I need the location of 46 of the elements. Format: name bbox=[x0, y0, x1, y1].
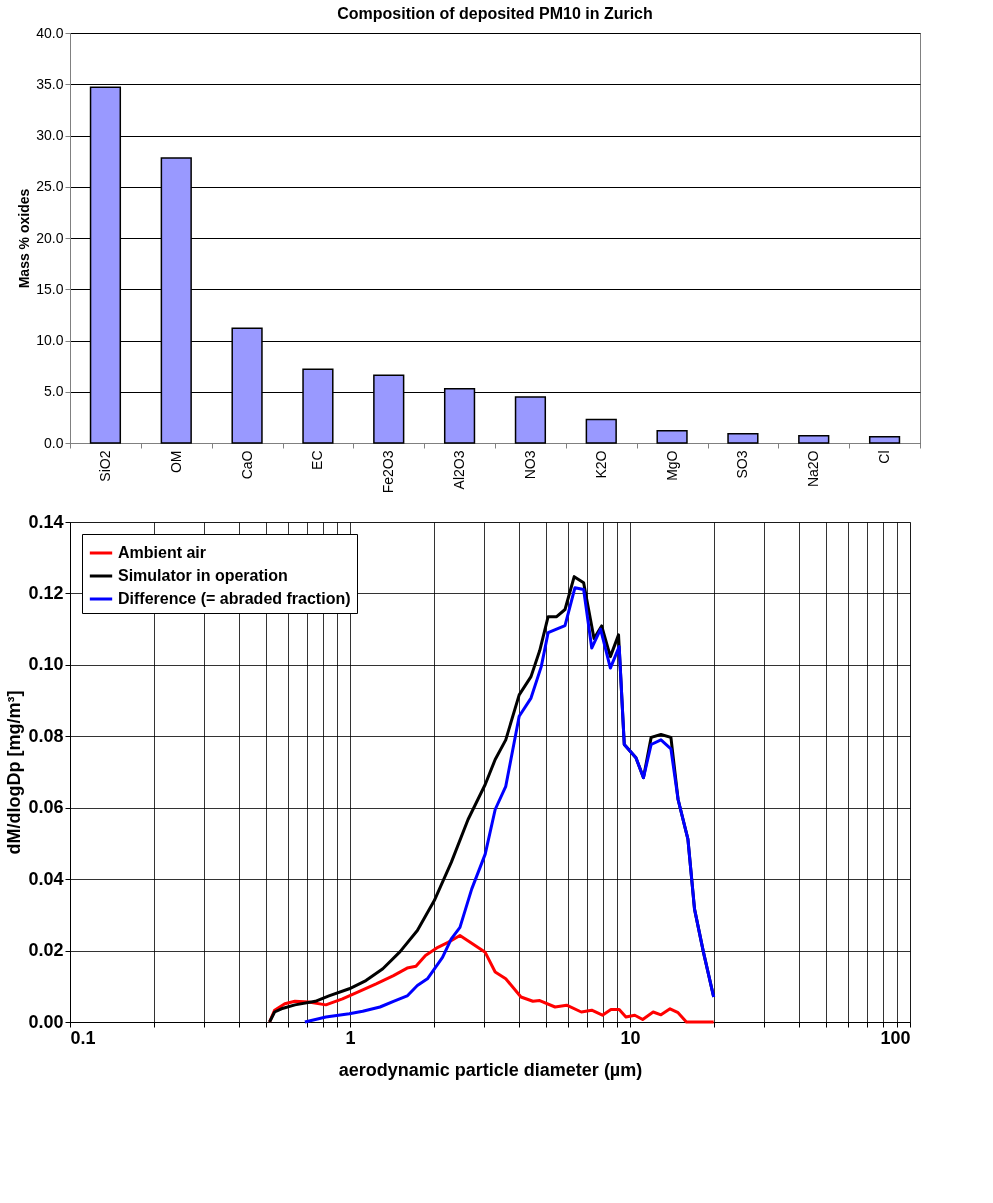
x-tick-label: 10 bbox=[620, 1027, 641, 1048]
bar bbox=[868, 436, 901, 444]
x-tick-label: 1 bbox=[345, 1027, 356, 1048]
legend-label: Ambient air bbox=[118, 544, 207, 561]
y-tick-label: 25.0 bbox=[36, 178, 64, 195]
y-tick-label: 0.00 bbox=[28, 1011, 64, 1032]
bar bbox=[656, 429, 688, 444]
y-tick-label: 0.04 bbox=[28, 868, 64, 889]
chart-title: Composition of deposited PM10 in Zurich bbox=[337, 5, 653, 22]
legend-label: Simulator in operation bbox=[118, 567, 288, 584]
bar bbox=[514, 396, 547, 444]
y-tick-label: 0.12 bbox=[28, 582, 64, 603]
x-tick-label: Al2O3 bbox=[451, 450, 468, 490]
x-tick-label: CaO bbox=[238, 450, 255, 480]
x-tick-label: OM bbox=[167, 450, 184, 474]
x-tick-label: 100 bbox=[880, 1027, 911, 1048]
x-tick-label: Fe2O3 bbox=[380, 450, 397, 494]
bar bbox=[727, 433, 759, 444]
y-tick-label: 0.08 bbox=[28, 725, 64, 746]
y-axis-title: dM/dlogDp [mg/m³] bbox=[4, 690, 25, 855]
y-tick-label: 20.0 bbox=[36, 229, 64, 246]
y-tick-label: 0.02 bbox=[28, 940, 64, 961]
x-tick-label: SiO2 bbox=[96, 450, 113, 482]
x-tick-label: 0.1 bbox=[70, 1027, 96, 1048]
x-tick-label: Na2O bbox=[805, 450, 822, 488]
y-tick-label: 5.0 bbox=[44, 383, 64, 400]
y-tick-label: 0.06 bbox=[28, 797, 64, 818]
y-tick-label: 0.10 bbox=[28, 654, 64, 675]
y-tick-label: 0.0 bbox=[44, 434, 64, 451]
y-tick-label: 40.0 bbox=[36, 24, 64, 41]
x-axis-title: aerodynamic particle diameter (µm) bbox=[338, 1059, 643, 1080]
x-tick-label: MgO bbox=[663, 450, 680, 481]
y-tick-label: 35.0 bbox=[36, 75, 64, 92]
y-tick-label: 30.0 bbox=[36, 127, 64, 143]
x-tick-label: SO3 bbox=[734, 450, 751, 479]
x-tick-label: K2O bbox=[592, 450, 609, 479]
x-tick-label: EC bbox=[309, 450, 326, 470]
x-tick-label: NO3 bbox=[521, 450, 538, 480]
bar bbox=[798, 435, 830, 444]
x-tick-label: Cl bbox=[876, 450, 893, 464]
legend-label: Difference (= abraded fraction) bbox=[118, 590, 351, 607]
y-tick-label: 10.0 bbox=[36, 332, 64, 348]
y-tick-label: 15.0 bbox=[36, 280, 64, 297]
y-axis-title: Mass % oxides bbox=[16, 188, 33, 289]
bar bbox=[585, 418, 617, 444]
y-tick-label: 0.14 bbox=[28, 511, 64, 532]
